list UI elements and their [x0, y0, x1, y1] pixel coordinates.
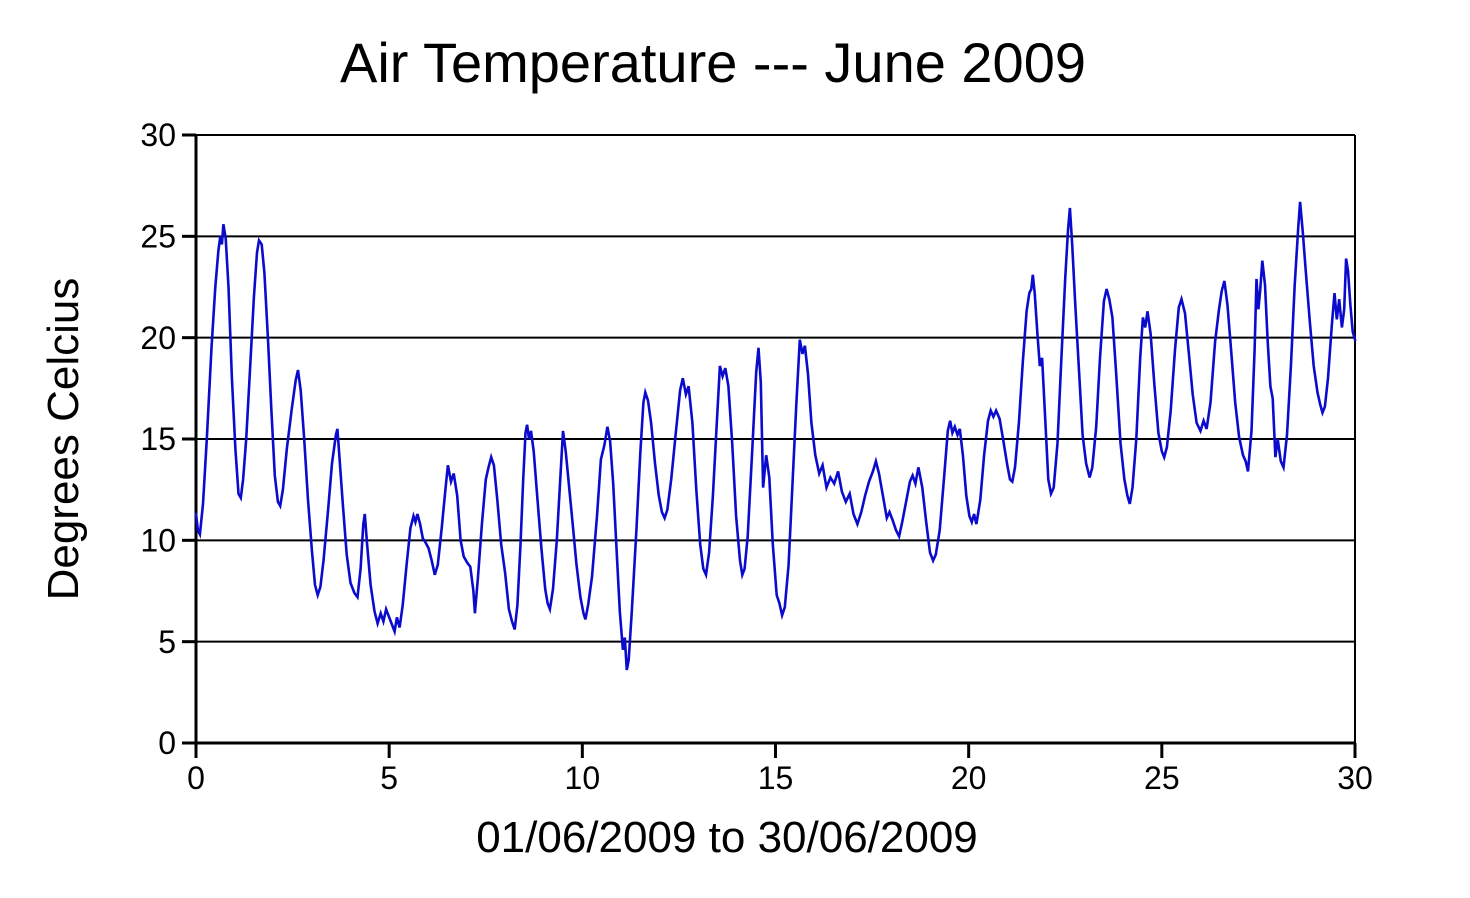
- horizontal-gridlines: [196, 235, 1355, 643]
- series-line-air-temperature: [194, 201, 1357, 671]
- y-tick-label-15: 15: [140, 421, 176, 457]
- axis-tick-marks: [182, 133, 1357, 758]
- y-tick-label-20: 20: [140, 320, 176, 356]
- x-tick-label-30: 30: [1337, 760, 1373, 796]
- x-axis-caption: 01/06/2009 to 30/06/2009: [476, 813, 978, 862]
- y-tick-label-5: 5: [158, 624, 176, 660]
- x-tick-label-5: 5: [380, 760, 398, 796]
- x-tick-label-10: 10: [565, 760, 601, 796]
- x-tick-label-15: 15: [758, 760, 794, 796]
- y-tick-label-30: 30: [140, 117, 176, 153]
- y-tick-label-0: 0: [158, 725, 176, 761]
- x-tick-label-25: 25: [1144, 760, 1180, 796]
- axis-tick-labels: 0 5 10 15 20 25 30 0 5 10 15 20 25 30: [140, 117, 1372, 796]
- y-tick-label-10: 10: [140, 523, 176, 559]
- x-tick-label-0: 0: [187, 760, 205, 796]
- y-tick-label-25: 25: [140, 219, 176, 255]
- y-axis-caption: Degrees Celcius: [39, 278, 88, 601]
- chart-title: Air Temperature --- June 2009: [340, 31, 1086, 94]
- temperature-line-series: [194, 201, 1357, 671]
- x-tick-label-20: 20: [951, 760, 987, 796]
